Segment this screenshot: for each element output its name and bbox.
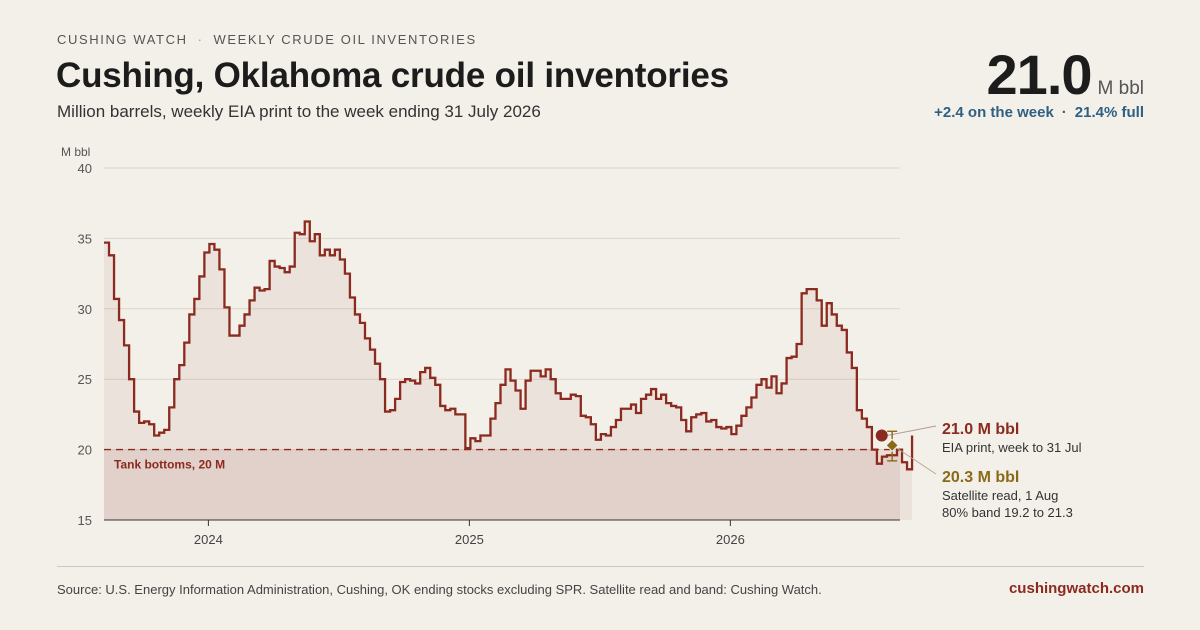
kpi-headline: 21.0 M bbl (987, 42, 1144, 107)
satellite-annotation-value: 20.3 M bbl (942, 469, 1019, 486)
eia-marker (875, 429, 888, 442)
kicker-section: WEEKLY CRUDE OIL INVENTORIES (213, 32, 477, 47)
brand-link[interactable]: cushingwatch.com (1008, 580, 1144, 597)
chart-subtitle: Million barrels, weekly EIA print to the… (57, 102, 541, 121)
x-tick-label: 2026 (716, 532, 745, 547)
below-threshold-band (104, 449, 900, 520)
y-tick-label: 20 (78, 443, 92, 458)
tank-bottoms-threshold: Tank bottoms, 20 M (104, 448, 900, 472)
satellite-marker (885, 438, 899, 453)
annotations: 21.0 M bbl EIA print, week to 31 Jul 20.… (942, 421, 1082, 520)
kicker: CUSHING WATCH · WEEKLY CRUDE OIL INVENTORI… (57, 32, 477, 47)
eia-annotation-label: EIA print, week to 31 Jul (942, 440, 1082, 455)
kpi-fill-percent: 21.4% full (1074, 104, 1144, 121)
threshold-label: Tank bottoms, 20 M (114, 458, 225, 472)
y-axis: 15 20 25 30 35 40 (78, 161, 92, 528)
y-tick-label: 35 (78, 231, 92, 246)
x-axis: 2024 2025 2026 (104, 519, 900, 547)
y-tick-label: 25 (78, 372, 92, 387)
y-tick-label: 30 (78, 302, 92, 317)
y-axis-label: M bbl (61, 145, 90, 159)
satellite-leader-line (896, 447, 937, 475)
source-note: Source: U.S. Energy Information Administ… (57, 582, 822, 597)
kpi-weekly-change: +2.4 on the week (934, 104, 1054, 121)
kpi-value: 21.0 (986, 43, 1093, 106)
eia-annotation-value: 21.0 M bbl (942, 421, 1019, 438)
satellite-annotation-band: 80% band 19.2 to 21.3 (942, 505, 1073, 520)
inventory-step-line (104, 220, 914, 471)
x-tick-label: 2025 (455, 532, 484, 547)
x-tick-label: 2024 (194, 532, 223, 547)
eia-leader-line (886, 425, 937, 437)
kicker-brand: CUSHING WATCH (57, 32, 188, 47)
kpi-separator: · (1061, 104, 1067, 121)
satellite-annotation-label: Satellite read, 1 Aug (942, 488, 1058, 503)
kpi-unit: M bbl (1097, 78, 1144, 99)
kpi-subline: +2.4 on the week · 21.4% full (934, 104, 1144, 121)
y-tick-label: 15 (78, 513, 92, 528)
chart-title: Cushing, Oklahoma crude oil inventories (56, 56, 729, 95)
area-fills (104, 221, 913, 520)
series-area-fill (104, 221, 913, 520)
footer-divider (57, 566, 1144, 567)
y-tick-label: 40 (78, 161, 92, 176)
kicker-separator: · (197, 32, 204, 47)
latest-markers (875, 425, 937, 475)
series-line (104, 220, 914, 471)
